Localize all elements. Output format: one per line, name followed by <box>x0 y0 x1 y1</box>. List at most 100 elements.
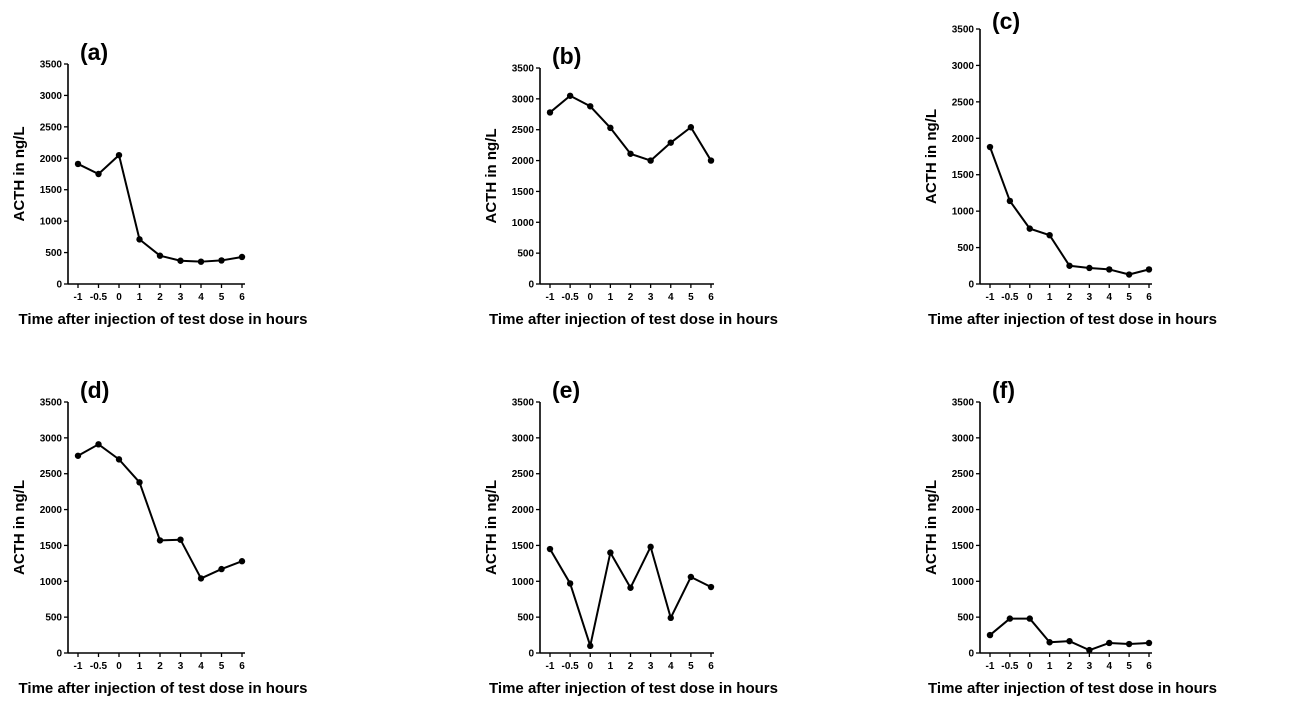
x-tick-label: -1 <box>986 292 995 303</box>
x-tick-label: -1 <box>986 661 995 672</box>
x-tick-label: 6 <box>708 661 714 672</box>
data-point <box>218 565 225 573</box>
series-line <box>549 545 712 647</box>
y-axis-label: ACTH in ng/L <box>483 129 500 224</box>
x-tick-label: 1 <box>1047 661 1053 672</box>
x-tick-label: 2 <box>628 661 634 672</box>
y-tick-label: 0 <box>56 280 62 291</box>
data-point <box>566 92 574 99</box>
data-point <box>1125 271 1133 278</box>
y-tick-label: 1500 <box>40 541 63 552</box>
data-point <box>667 139 674 146</box>
y-tick-label: 0 <box>968 280 974 291</box>
y-tick-label: 0 <box>528 280 534 291</box>
y-tick-label: 1500 <box>952 170 975 181</box>
x-tick-label: 4 <box>198 661 204 672</box>
panel-label: (c) <box>992 8 1020 34</box>
y-tick-label: 500 <box>45 248 62 259</box>
x-tick-label: 1 <box>1047 292 1053 303</box>
x-tick-label: -1 <box>74 292 83 303</box>
chart-panel: 0 500 1000 1500 2000 2500 3000 3500 -1 -0.5 0 1 2 3 4 5… <box>483 377 778 697</box>
data-point <box>95 441 102 448</box>
x-tick-label: 3 <box>648 661 654 672</box>
data-point <box>1145 639 1153 647</box>
y-tick-label: 1500 <box>952 541 975 552</box>
series-line <box>989 146 1150 276</box>
data-point <box>1125 640 1133 648</box>
y-tick-label: 500 <box>517 249 534 260</box>
y-tick-label: 1000 <box>512 218 535 229</box>
y-tick-label: 2000 <box>512 505 535 516</box>
y-tick-label: 3000 <box>512 433 535 444</box>
x-tick-label: -1 <box>546 661 555 672</box>
y-axis-label: ACTH in ng/L <box>11 127 28 222</box>
x-tick-label: 0 <box>1027 292 1033 303</box>
x-tick-label: 5 <box>688 292 694 303</box>
x-tick-label: 6 <box>708 292 714 303</box>
y-tick-label: 1000 <box>512 577 535 588</box>
y-tick-label: 3500 <box>512 64 535 75</box>
panel-label: (d) <box>80 377 109 403</box>
x-tick-label: -1 <box>546 292 555 303</box>
x-tick-label: 2 <box>157 661 163 672</box>
x-tick-label: 5 <box>219 661 225 672</box>
x-tick-label: 0 <box>1027 661 1033 672</box>
x-axis-label: Time after injection of test dose in hou… <box>489 680 778 697</box>
x-axis-label: Time after injection of test dose in hou… <box>928 680 1217 697</box>
x-tick-label: 5 <box>1126 292 1132 303</box>
data-point <box>607 124 614 132</box>
y-tick-label: 0 <box>56 649 62 660</box>
x-tick-label: 4 <box>668 661 674 672</box>
x-tick-label: 0 <box>587 661 593 672</box>
data-point <box>136 236 143 243</box>
y-tick-label: 3500 <box>40 398 63 409</box>
y-tick-label: 3000 <box>40 433 63 444</box>
x-tick-label: 2 <box>157 292 163 303</box>
y-tick-label: 2000 <box>952 134 975 145</box>
data-point <box>627 150 634 157</box>
x-tick-label: -0.5 <box>1001 661 1019 672</box>
y-tick-label: 2000 <box>40 154 63 165</box>
data-point <box>177 536 184 543</box>
data-point <box>986 143 994 151</box>
data-point <box>115 456 123 463</box>
x-tick-label: -0.5 <box>90 661 108 672</box>
x-tick-label: 6 <box>1146 292 1152 303</box>
x-tick-label: 0 <box>587 292 593 303</box>
x-tick-label: 0 <box>116 292 122 303</box>
y-tick-label: 3000 <box>40 91 63 102</box>
data-point <box>707 583 715 591</box>
x-tick-label: 2 <box>1067 292 1073 303</box>
y-tick-label: 2500 <box>952 97 975 108</box>
data-point <box>667 614 674 622</box>
data-point <box>587 642 594 650</box>
panel-label: (a) <box>80 39 108 65</box>
y-tick-label: 1500 <box>512 187 535 198</box>
x-tick-label: 3 <box>1087 661 1093 672</box>
y-tick-label: 500 <box>957 613 974 624</box>
data-point <box>627 584 634 591</box>
data-point <box>1106 266 1113 273</box>
panel-label: (b) <box>552 43 581 69</box>
y-tick-label: 1000 <box>952 207 975 218</box>
x-axis-label: Time after injection of test dose in hou… <box>19 311 308 328</box>
data-point <box>647 157 654 164</box>
data-point <box>197 258 205 265</box>
x-tick-label: 1 <box>608 292 614 303</box>
data-point <box>687 573 695 581</box>
x-tick-label: 3 <box>648 292 654 303</box>
y-tick-label: 0 <box>968 649 974 660</box>
chart-panel: 0 500 1000 1500 2000 2500 3000 3500 -1 -0.5 0 1 2 3 4 5… <box>923 377 1217 697</box>
data-point <box>218 257 225 264</box>
series-line <box>77 443 243 580</box>
x-tick-label: 5 <box>219 292 225 303</box>
x-tick-label: 6 <box>1146 661 1152 672</box>
series-line <box>77 154 243 263</box>
data-point <box>1106 639 1113 647</box>
y-tick-label: 3500 <box>512 398 535 409</box>
data-point <box>1145 266 1153 273</box>
x-tick-label: 2 <box>628 292 634 303</box>
y-tick-label: 3000 <box>512 94 535 105</box>
y-tick-label: 0 <box>528 649 534 660</box>
data-point <box>197 575 205 582</box>
